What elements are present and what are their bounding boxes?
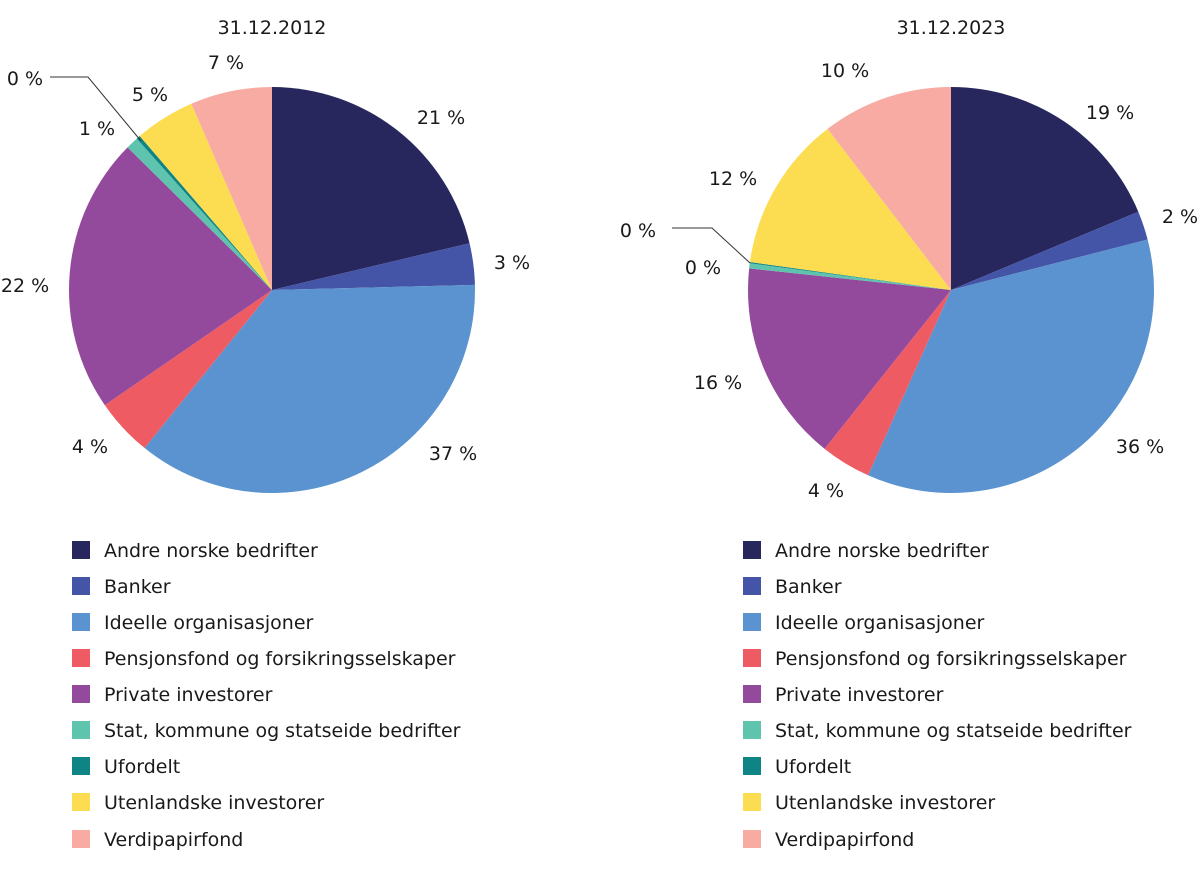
- legend-item: Ideelle organisasjoner: [743, 612, 985, 634]
- legend-label: Stat, kommune og statseide bedrifter: [775, 720, 1132, 742]
- pie-slice: [127, 138, 272, 290]
- pie-slice: [139, 103, 272, 291]
- legend-swatch: [743, 577, 761, 595]
- legend-swatch: [72, 793, 90, 811]
- legend-label: Ideelle organisasjoner: [775, 612, 985, 634]
- legend-item: Utenlandske investorer: [72, 792, 324, 814]
- data-label: 16 %: [694, 372, 742, 394]
- pie-slice: [191, 87, 272, 290]
- legend-swatch: [72, 757, 90, 775]
- legend-label: Ideelle organisasjoner: [104, 612, 314, 634]
- legend-swatch: [743, 721, 761, 739]
- legend-label: Pensjonsfond og forsikringsselskaper: [775, 648, 1127, 670]
- pie-slice: [749, 128, 951, 290]
- legend-swatch: [72, 649, 90, 667]
- legend-item: Andre norske bedrifter: [72, 540, 318, 562]
- legend-label: Andre norske bedrifter: [104, 540, 318, 562]
- pie-slice: [951, 211, 1148, 290]
- legend: Andre norske bedrifter Banker Ideelle orga…: [72, 540, 461, 851]
- legend-swatch: [72, 685, 90, 703]
- legend: Andre norske bedrifter Banker Ideelle orga…: [743, 540, 1132, 851]
- legend-swatch: [743, 541, 761, 559]
- data-label: 22 %: [1, 275, 49, 297]
- data-label: 36 %: [1116, 436, 1164, 458]
- data-label: 21 %: [417, 107, 465, 129]
- data-label: 4 %: [72, 436, 108, 458]
- legend-item: Verdipapirfond: [72, 829, 243, 851]
- data-label: 10 %: [821, 60, 869, 82]
- pie-slice: [136, 136, 272, 290]
- legend-swatch: [72, 721, 90, 739]
- data-label: 4 %: [808, 480, 844, 502]
- pie-slice: [747, 268, 951, 449]
- legend-label: Private investorer: [775, 684, 944, 706]
- legend-swatch: [743, 649, 761, 667]
- data-label: 19 %: [1086, 102, 1134, 124]
- legend-label: Pensjonsfond og forsikringsselskaper: [104, 648, 456, 670]
- pie-slice: [144, 284, 475, 493]
- legend-label: Ufordelt: [775, 756, 851, 778]
- legend-item: Ufordelt: [72, 756, 180, 778]
- leader-line: [672, 227, 751, 264]
- legend-swatch: [743, 757, 761, 775]
- pie-chart-1: 31.12.2012 21 % 3 % 37 % 4 % 22 % 1 % 0 % 5 % 7 %…: [1, 17, 530, 851]
- pie-slice: [951, 87, 1139, 290]
- legend-item: Utenlandske investorer: [743, 792, 995, 814]
- legend-swatch: [743, 613, 761, 631]
- legend-label: Utenlandske investorer: [775, 792, 995, 814]
- legend-swatch: [72, 830, 90, 848]
- chart-title: 31.12.2012: [218, 17, 327, 39]
- legend-item: Banker: [743, 576, 842, 598]
- pie-chart-2: 31.12.2023 19 % 2 % 36 % 4 % 16 % 0 % 0 % 12 % 10…: [620, 17, 1198, 851]
- legend-label: Verdipapirfond: [104, 829, 243, 851]
- pie-slice: [272, 87, 470, 290]
- legend-label: Verdipapirfond: [775, 829, 914, 851]
- data-label: 12 %: [709, 168, 757, 190]
- legend-label: Ufordelt: [104, 756, 180, 778]
- legend-swatch: [72, 577, 90, 595]
- legend-item: Banker: [72, 576, 171, 598]
- pie-slice: [749, 263, 951, 290]
- data-label: 1 %: [79, 118, 115, 140]
- legend-label: Utenlandske investorer: [104, 792, 324, 814]
- data-label: 0 %: [685, 257, 721, 279]
- data-label: 0 %: [7, 68, 43, 90]
- legend-item: Pensjonsfond og forsikringsselskaper: [743, 648, 1127, 670]
- chart-title: 31.12.2023: [897, 17, 1006, 39]
- pie-slice: [868, 239, 1154, 493]
- legend-label: Banker: [775, 576, 842, 598]
- legend-item: Ufordelt: [743, 756, 851, 778]
- data-label: 2 %: [1162, 206, 1198, 228]
- data-label: 7 %: [208, 52, 244, 74]
- leader-line: [50, 76, 142, 142]
- legend-swatch: [743, 793, 761, 811]
- legend-swatch: [72, 541, 90, 559]
- data-label: 0 %: [620, 220, 656, 242]
- legend-item: Private investorer: [743, 684, 944, 706]
- legend-swatch: [72, 613, 90, 631]
- data-label: 3 %: [494, 252, 530, 274]
- legend-item: Andre norske bedrifter: [743, 540, 989, 562]
- legend-item: Pensjonsfond og forsikringsselskaper: [72, 648, 456, 670]
- legend-item: Verdipapirfond: [743, 829, 914, 851]
- pie-slice: [749, 262, 951, 290]
- legend-swatch: [743, 685, 761, 703]
- legend-label: Stat, kommune og statseide bedrifter: [104, 720, 461, 742]
- legend-item: Ideelle organisasjoner: [72, 612, 314, 634]
- data-label: 5 %: [132, 84, 168, 106]
- pie-slice: [824, 290, 951, 476]
- legend-swatch: [743, 830, 761, 848]
- pie-slice: [827, 87, 951, 290]
- data-label: 37 %: [429, 443, 477, 465]
- legend-label: Andre norske bedrifter: [775, 540, 989, 562]
- pie-slice: [272, 243, 475, 290]
- legend-item: Stat, kommune og statseide bedrifter: [72, 720, 461, 742]
- legend-label: Banker: [104, 576, 171, 598]
- legend-label: Private investorer: [104, 684, 273, 706]
- pie-slice: [104, 290, 273, 449]
- legend-item: Private investorer: [72, 684, 273, 706]
- pie-slice: [68, 147, 272, 406]
- legend-item: Stat, kommune og statseide bedrifter: [743, 720, 1132, 742]
